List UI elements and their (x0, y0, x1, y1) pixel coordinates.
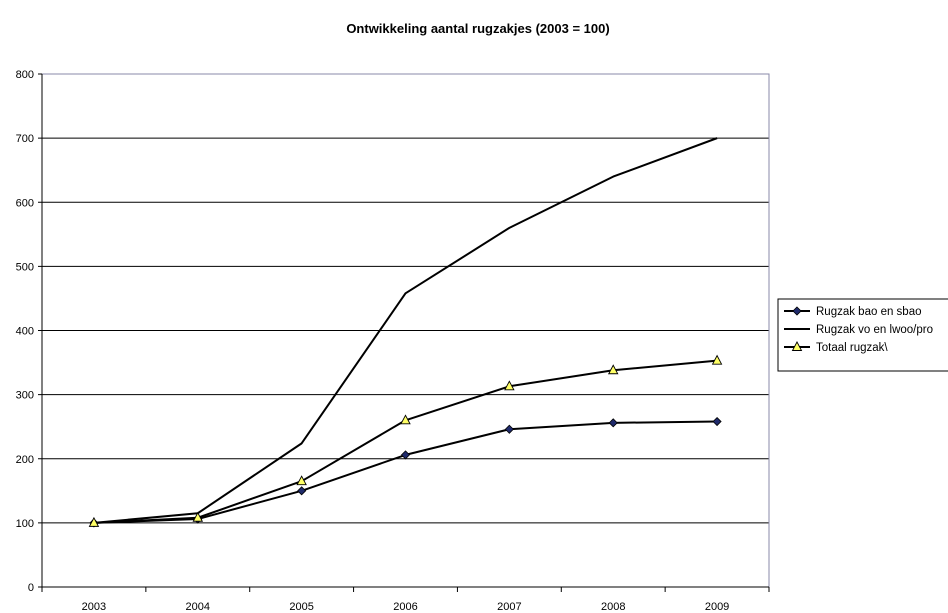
series-line-0 (93, 420, 718, 524)
data-point (88, 516, 100, 527)
x-tick-label: 2004 (186, 601, 210, 613)
y-tick-label: 600 (16, 197, 34, 209)
data-point (711, 354, 723, 365)
data-point (504, 380, 515, 391)
data-point (400, 450, 411, 460)
legend-label: Rugzak bao en sbao (816, 306, 922, 318)
axes: 0 100 200 300 400 500 600 700 800 2003 2004 2005 200… (16, 69, 770, 613)
series-group (88, 137, 723, 528)
legend: Rugzak bao en sbao Rugzak vo en lwoo/pro T… (777, 298, 948, 372)
legend-marker (791, 341, 803, 351)
data-point (608, 418, 618, 428)
data-point (607, 364, 619, 375)
y-tick-label: 0 (28, 582, 34, 594)
x-tick-label: 2006 (393, 601, 417, 613)
data-point (504, 424, 514, 434)
y-tick-label: 500 (16, 261, 34, 273)
y-tick-label: 400 (16, 326, 34, 338)
x-tick-label: 2009 (705, 601, 729, 613)
legend-label: Rugzak vo en lwoo/pro (816, 324, 933, 336)
data-point (296, 475, 307, 486)
y-tick-label: 300 (16, 390, 34, 402)
data-point (400, 414, 411, 425)
y-tick-label: 100 (16, 518, 34, 530)
x-tick-label: 2008 (601, 601, 625, 613)
chart-title: Ontwikkeling aantal rugzakjes (2003 = 10… (346, 21, 609, 36)
y-tick-label: 200 (16, 454, 34, 466)
gridlines (42, 73, 769, 524)
x-tick-label: 2007 (497, 601, 521, 613)
legend-label: Totaal rugzak\ (816, 342, 888, 354)
legend-marker (792, 306, 802, 316)
y-tick-label: 800 (16, 69, 34, 81)
series-line-2 (93, 359, 718, 524)
data-point (297, 486, 307, 496)
data-point (192, 511, 204, 522)
x-tick-label: 2005 (289, 601, 313, 613)
y-tick-label: 700 (16, 133, 34, 145)
data-point (712, 416, 722, 427)
x-tick-label: 2003 (82, 601, 106, 613)
